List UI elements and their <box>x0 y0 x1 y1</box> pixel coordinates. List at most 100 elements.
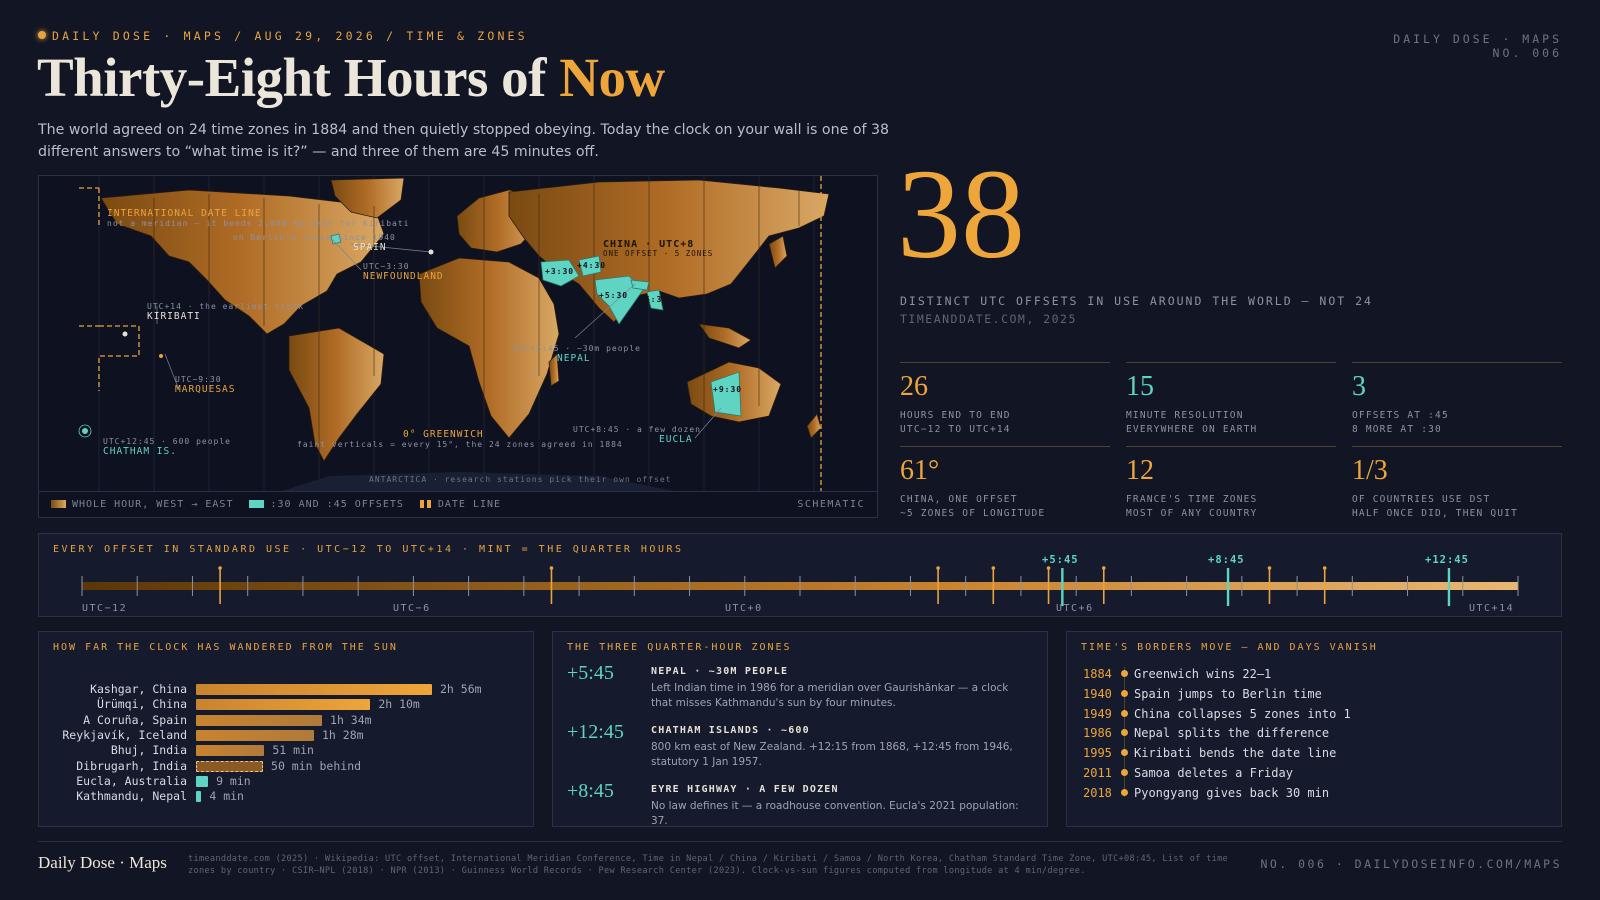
chatham-ring <box>78 424 92 438</box>
wander-city: Kashgar, China <box>90 682 187 696</box>
stat-label-2: ~5 ZONES OF LONGITUDE <box>900 508 1046 519</box>
event-year: 2018 <box>1083 786 1112 800</box>
wander-chart: Kashgar, China 2h 56m Ürümqi, China 2h 10m A… <box>39 682 533 822</box>
madagascar-shape <box>548 353 560 387</box>
marquesas-dot <box>159 354 163 358</box>
date-line-west <box>98 188 140 391</box>
legend-partial-text: :30 AND :45 OFFSETS <box>270 499 404 510</box>
kiribati-dot <box>122 331 128 337</box>
half-hour-dot <box>549 566 554 570</box>
map-svg: INTERNATIONAL DATE LINE not a meridian —… <box>78 176 830 492</box>
idl-title-label: INTERNATIONAL DATE LINE <box>107 208 262 219</box>
footer-sources: timeanddate.com (2025) · Wikipedia: UTC … <box>188 854 1229 876</box>
myanmar-zone-shape <box>646 289 664 311</box>
stat-label-2: MOST OF ANY COUNTRY <box>1126 508 1258 519</box>
wander-row: Bhuj, India 51 min <box>39 743 533 758</box>
footer-link[interactable]: NO. 006 · DAILYDOSEINFO.COM/MAPS <box>1260 857 1562 871</box>
legend-dateline: DATE LINE <box>419 499 502 510</box>
stat-label-1: OFFSETS AT :45 <box>1352 410 1449 421</box>
wander-city: Ürümqi, China <box>96 697 187 712</box>
quarter-head: CHATHAM ISLANDS · ~600 <box>651 725 810 736</box>
borders-panel: TIME'S BORDERS MOVE — AND DAYS VANISH 18… <box>1066 631 1562 827</box>
south-america-shape <box>288 327 385 462</box>
wander-bar <box>196 760 264 772</box>
zone-label-iran: +3:30 <box>545 267 574 276</box>
wander-row: Reykjavík, Iceland 1h 28m <box>39 728 533 743</box>
issue-number: NO. 006 <box>1492 46 1562 60</box>
half-hour-dot <box>1267 566 1272 570</box>
axis-label-utc6: UTC+6 <box>1056 603 1094 614</box>
event-year: 1995 <box>1083 746 1112 760</box>
event-dot-icon <box>1121 789 1128 796</box>
axis-label-utc-12: UTC−12 <box>82 603 127 614</box>
timeline-event: 1949 China collapses 5 zones into 1 <box>1083 707 1351 723</box>
offset-strip-title: EVERY OFFSET IN STANDARD USE · UTC−12 TO… <box>53 544 684 555</box>
wander-bar <box>196 791 202 803</box>
stat-label-1: MINUTE RESOLUTION <box>1126 410 1244 421</box>
wander-value: 50 min behind <box>271 758 362 773</box>
event-dot-icon <box>1121 749 1128 756</box>
wander-row: Dibrugarh, India 50 min behind <box>39 759 533 774</box>
eucla-label: EUCLA <box>659 434 693 445</box>
wander-panel: HOW FAR THE CLOCK HAS WANDERED FROM THE … <box>38 631 534 827</box>
axis-label-utc-6: UTC−6 <box>393 603 431 614</box>
event-text: Kiribati bends the date line <box>1134 746 1337 760</box>
wander-bar <box>196 745 265 757</box>
offset-strip-svg: UTC−12 UTC−6 UTC+0 UTC+6 UTC+14 +5:45 +8… <box>81 554 1519 614</box>
zone-label-central-australia: +9:30 <box>713 385 742 394</box>
wander-bar <box>196 714 323 726</box>
stat-value: 15 <box>1126 371 1154 402</box>
wander-bar <box>196 775 209 787</box>
wander-value: 4 min <box>209 789 244 804</box>
idl-sub-label: not a meridian — it bends 2,000 km east … <box>107 219 409 228</box>
quarter-desc: No law defines it — a roadhouse conventi… <box>651 800 1019 827</box>
wander-city: Bhuj, India <box>110 743 187 758</box>
event-dot-icon <box>1121 769 1128 776</box>
legend-dateline-text: DATE LINE <box>437 499 502 510</box>
world-time-map: INTERNATIONAL DATE LINE not a meridian —… <box>38 175 878 518</box>
central-australia-zone-shape <box>710 371 742 417</box>
wander-title: HOW FAR THE CLOCK HAS WANDERED FROM THE … <box>53 642 398 653</box>
legend-partial-swatch <box>249 500 265 508</box>
quarter-label-545: +5:45 <box>1042 554 1079 566</box>
event-text: Spain jumps to Berlin time <box>1134 687 1322 701</box>
quarter-label-845: +8:45 <box>1208 554 1245 566</box>
issue-brand: DAILY DOSE · MAPS <box>1393 32 1562 46</box>
greenwich-label: 0° GREENWICH <box>403 429 484 440</box>
wander-row: A Coruña, Spain 1h 34m <box>39 713 533 728</box>
wander-bar <box>196 699 371 711</box>
timeline-event: 1884 Greenwich wins 22–1 <box>1083 667 1271 683</box>
stat-value: 26 <box>900 371 928 402</box>
wander-bar <box>196 684 432 695</box>
stat-label-2: UTC−12 TO UTC+14 <box>900 424 1011 435</box>
nepal-note-label: UTC+5:45 · ~30m people <box>513 344 641 353</box>
stat-label-2: 8 MORE AT :30 <box>1352 424 1442 435</box>
legend-schematic: SCHEMATIC <box>797 499 865 510</box>
quarter-head: EYRE HIGHWAY · A FEW DOZEN <box>651 784 839 795</box>
timeline-event: 1995 Kiribati bends the date line <box>1083 746 1336 762</box>
stat-label-1: HOURS END TO END <box>900 410 1011 421</box>
quarter-label-1245: +12:45 <box>1425 554 1469 566</box>
timeline-event: 2011 Samoa deletes a Friday <box>1083 766 1293 782</box>
stat-minute: 15 MINUTE RESOLUTION EVERYWHERE ON EARTH <box>1126 362 1336 437</box>
kicker-text: DAILY DOSE · MAPS / AUG 29, 2026 / TIME … <box>52 29 528 43</box>
wander-row: Kathmandu, Nepal 4 min <box>39 789 533 804</box>
issue-tag: DAILY DOSE · MAPS NO. 006 <box>1393 32 1562 60</box>
title-main: Thirty-Eight Hours of <box>37 47 560 108</box>
wander-value: 2h 10m <box>378 697 420 712</box>
borders-title: TIME'S BORDERS MOVE — AND DAYS VANISH <box>1081 642 1378 653</box>
marq-offset-label: UTC−9:30 <box>175 375 222 384</box>
greenwich-note-label: faint verticals = every 15°, the 24 zone… <box>297 440 623 449</box>
quarter-desc: 800 km east of New Zealand. +12:15 from … <box>651 741 1013 768</box>
wander-city: Kathmandu, Nepal <box>76 789 187 804</box>
header-kicker: DAILY DOSE · MAPS / AUG 29, 2026 / TIME … <box>38 29 528 43</box>
berlin-note-label: on Berlin's clock since 1940 <box>233 233 396 242</box>
china-label: CHINA · UTC+8 <box>603 239 694 250</box>
nf-offset-label: UTC−3:30 <box>363 262 410 271</box>
footer-brand: Daily Dose · Maps <box>38 853 167 872</box>
event-year: 1884 <box>1083 667 1112 681</box>
chatham-label: CHATHAM IS. <box>103 446 177 457</box>
half-hour-dot <box>1322 566 1327 570</box>
zone-label-afghanistan: +4:30 <box>577 261 606 270</box>
stat-value: 3 <box>1352 371 1366 402</box>
